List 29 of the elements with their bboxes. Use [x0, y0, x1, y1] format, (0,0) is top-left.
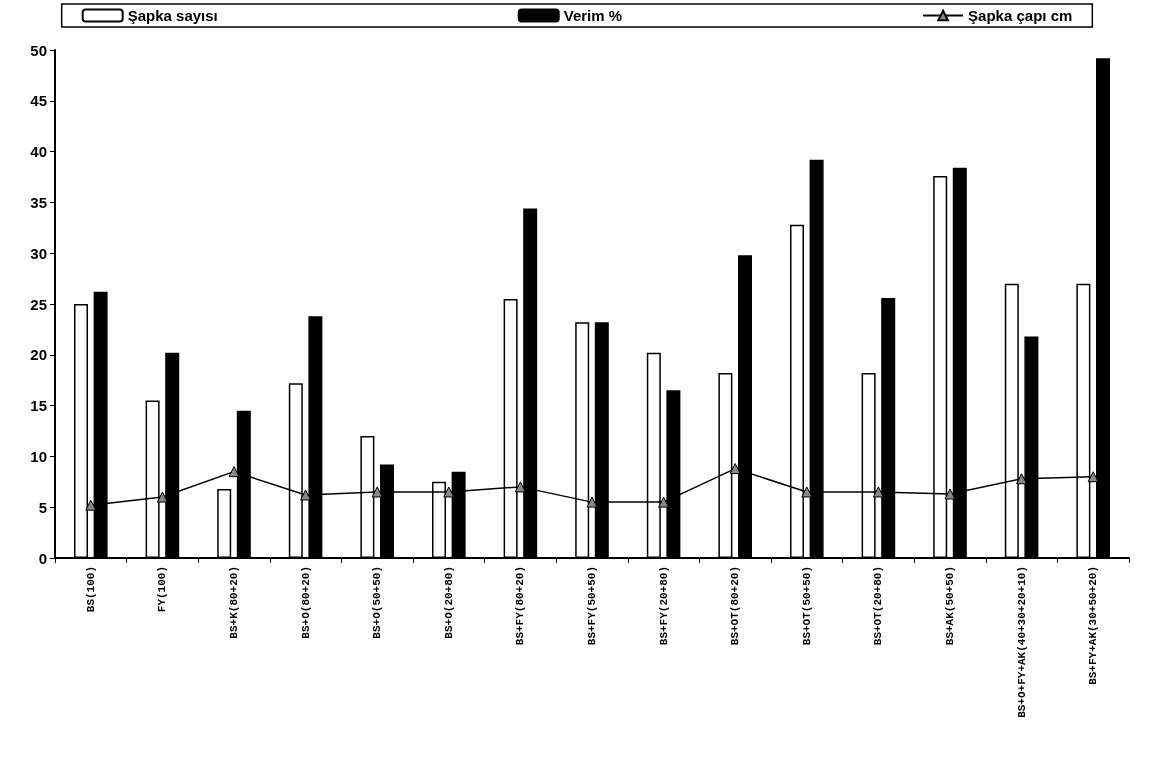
y-tick-label: 45 — [30, 92, 47, 110]
x-tick-label: BS+AK(50+50) — [944, 566, 956, 646]
x-tick-label: FY(100) — [156, 566, 169, 613]
x-tick-label: BS+FY+AK(30+50+20) — [1087, 566, 1100, 685]
y-tick-label: 25 — [30, 295, 47, 313]
x-tick-label: BS+OT(80+20) — [729, 566, 742, 646]
y-tick-label: 0 — [38, 549, 47, 567]
legend-label: Şapka çapı cm — [968, 7, 1073, 24]
y-tick-label: 30 — [30, 244, 47, 262]
x-tick-label: BS+FY(20+80) — [657, 566, 670, 646]
y-tick-label: 40 — [30, 143, 47, 161]
y-tick-label: 35 — [30, 193, 47, 211]
x-tick-label: BS+FY(50+50) — [586, 566, 598, 646]
x-tick-label: BS+OT(20+80) — [872, 566, 885, 646]
y-tick-label: 15 — [30, 397, 47, 415]
y-tick-label: 10 — [30, 447, 47, 465]
legend-label: Verim % — [563, 7, 623, 24]
x-tick-label: BS+OT(50+50) — [800, 566, 813, 646]
x-tick-label: BS+O+FY+AK(40+30+20+10) — [1015, 566, 1028, 718]
y-tick-label: 5 — [38, 498, 47, 516]
legend-label: Şapka sayısı — [127, 7, 218, 24]
x-tick-label: BS+FY(80+20) — [514, 566, 527, 646]
x-tick-label: BS+K(80+20) — [228, 566, 240, 639]
x-tick-label: BS+O(20+80) — [442, 566, 455, 639]
x-tick-label: BS(100) — [84, 566, 97, 613]
x-tick-label: BS+O(50+50) — [371, 566, 384, 639]
y-tick-label: 20 — [30, 346, 47, 364]
y-tick-label: 50 — [30, 41, 47, 59]
x-tick-label: BS+O(80+20) — [299, 566, 312, 639]
